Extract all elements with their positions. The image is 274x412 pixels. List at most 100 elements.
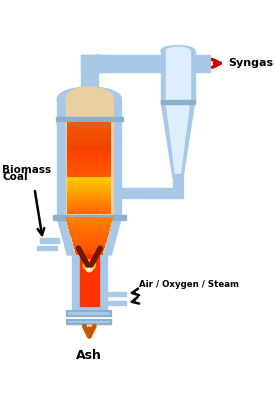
Bar — [67, 122, 111, 125]
Ellipse shape — [89, 55, 106, 72]
Bar — [75, 248, 104, 251]
Bar — [67, 157, 111, 159]
Polygon shape — [66, 218, 113, 255]
Bar — [73, 243, 105, 246]
Bar — [67, 320, 111, 324]
Bar — [76, 252, 103, 255]
Bar — [120, 188, 173, 199]
Bar — [67, 162, 111, 164]
Ellipse shape — [161, 46, 195, 56]
Bar — [67, 211, 111, 213]
Text: Air / Oxygen / Steam: Air / Oxygen / Steam — [139, 280, 239, 289]
Bar — [67, 311, 111, 316]
Bar — [67, 140, 111, 143]
Bar — [67, 180, 111, 182]
Bar — [67, 156, 111, 158]
Bar — [69, 228, 110, 231]
Bar — [67, 189, 111, 191]
Bar — [67, 134, 111, 137]
Bar — [67, 184, 111, 187]
Bar — [72, 255, 107, 314]
Bar — [161, 51, 195, 101]
Bar — [67, 181, 111, 183]
Bar — [67, 130, 111, 132]
Bar — [67, 131, 111, 134]
Text: Coal: Coal — [2, 171, 28, 182]
Bar — [73, 241, 106, 244]
Bar — [67, 169, 111, 171]
Bar — [67, 320, 111, 324]
Bar — [67, 147, 111, 149]
Bar — [74, 245, 105, 248]
Bar — [67, 139, 111, 141]
Bar — [67, 201, 111, 203]
Bar — [40, 239, 59, 243]
Bar — [68, 225, 111, 227]
Bar — [67, 148, 111, 150]
Bar — [67, 126, 111, 128]
Bar — [67, 172, 111, 174]
Bar — [37, 246, 57, 250]
Bar — [70, 234, 108, 236]
Bar — [67, 192, 111, 194]
Bar — [67, 204, 111, 206]
Bar — [72, 239, 107, 242]
Text: Syngas: Syngas — [229, 59, 274, 68]
Bar — [56, 117, 123, 121]
Bar — [67, 199, 111, 201]
Polygon shape — [166, 101, 190, 173]
Bar — [67, 138, 111, 140]
Bar — [67, 152, 111, 155]
Bar — [67, 221, 112, 223]
Bar — [67, 196, 111, 199]
Bar — [67, 210, 111, 212]
Bar — [66, 217, 113, 220]
Bar — [67, 168, 111, 170]
Bar — [67, 150, 111, 152]
Bar — [67, 143, 111, 146]
Bar — [67, 205, 111, 208]
Bar — [67, 187, 111, 190]
Bar — [67, 177, 111, 179]
Bar — [67, 222, 111, 225]
Polygon shape — [57, 218, 121, 255]
Bar — [70, 232, 109, 234]
Ellipse shape — [66, 99, 113, 146]
Bar — [67, 124, 111, 126]
Bar — [67, 186, 111, 188]
Ellipse shape — [57, 87, 121, 111]
Bar — [66, 219, 112, 222]
Text: Ash: Ash — [76, 349, 102, 362]
Bar — [173, 177, 183, 199]
Bar — [195, 55, 210, 72]
Bar — [67, 160, 111, 162]
Bar — [98, 55, 176, 72]
Ellipse shape — [83, 260, 95, 270]
Bar — [67, 208, 111, 211]
Bar — [67, 151, 111, 153]
Ellipse shape — [166, 47, 190, 54]
Bar — [67, 136, 111, 138]
Bar — [67, 171, 111, 173]
Bar — [105, 292, 125, 296]
Bar — [80, 255, 99, 306]
Bar — [66, 122, 113, 218]
Bar — [69, 230, 109, 233]
Bar — [67, 159, 111, 161]
Bar — [67, 195, 111, 197]
Bar — [57, 99, 121, 122]
Bar — [67, 129, 111, 131]
Bar — [67, 198, 111, 200]
Bar — [57, 122, 121, 218]
Bar — [67, 193, 111, 196]
Bar — [81, 55, 98, 97]
Bar — [72, 237, 107, 240]
Bar — [67, 207, 111, 209]
Bar — [67, 163, 111, 166]
Bar — [67, 154, 111, 157]
Bar — [67, 175, 111, 178]
Bar — [67, 311, 111, 316]
Bar — [67, 164, 111, 167]
Polygon shape — [161, 101, 195, 177]
Bar — [166, 51, 190, 101]
